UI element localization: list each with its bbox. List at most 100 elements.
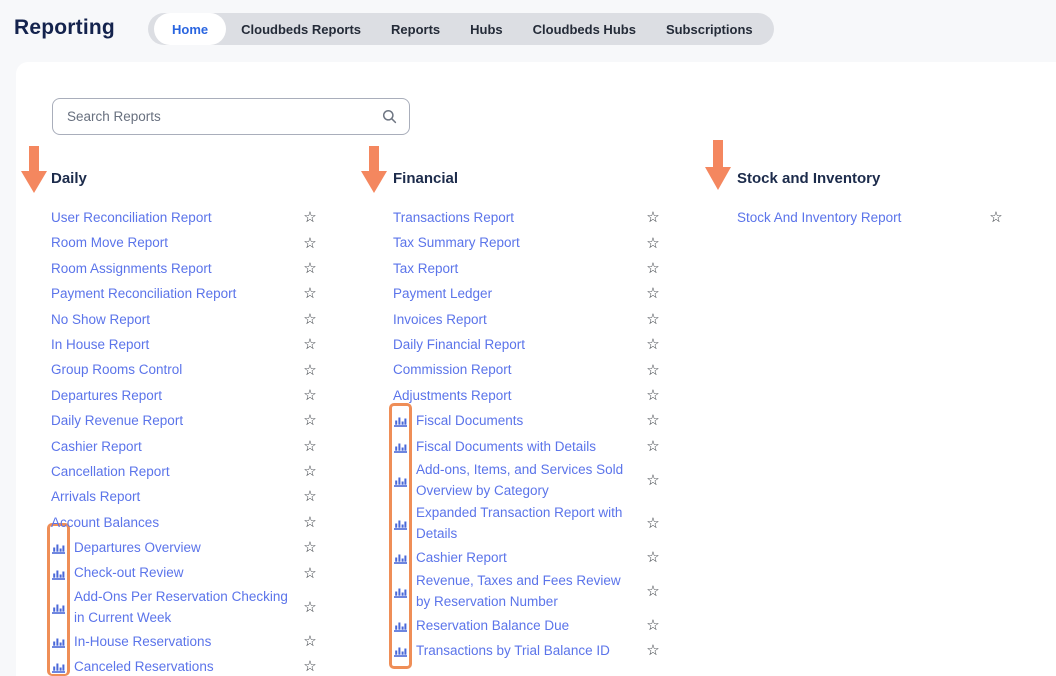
orange-down-arrow-stock [705,140,731,195]
orange-down-arrow-daily [21,146,47,198]
favorite-star-icon[interactable]: ☆ [646,548,660,566]
report-row: Arrivals Report ☆ [51,484,319,509]
report-link[interactable]: Add-Ons Per Reservation Checking in Curr… [74,588,288,626]
report-link[interactable]: User Reconciliation Report [51,209,212,225]
favorite-star-icon[interactable]: ☆ [646,310,660,328]
report-link[interactable]: Invoices Report [393,311,487,327]
favorite-star-icon[interactable]: ☆ [303,259,317,277]
report-link[interactable]: Commission Report [393,362,512,378]
favorite-star-icon[interactable]: ☆ [303,437,317,455]
tab-subscriptions[interactable]: Subscriptions [665,21,753,37]
favorite-star-icon[interactable]: ☆ [989,209,1003,227]
content-card: Daily User [16,62,1056,676]
favorite-star-icon[interactable]: ☆ [646,285,660,303]
report-row: Tax Summary Report ☆ [393,230,662,255]
favorite-star-icon[interactable]: ☆ [303,539,317,557]
tab-cloudbeds-hubs[interactable]: Cloudbeds Hubs [532,21,636,37]
report-link[interactable]: Account Balances [51,514,160,530]
report-link[interactable]: No Show Report [51,311,151,327]
favorite-star-icon[interactable]: ☆ [646,642,660,660]
favorite-star-icon[interactable]: ☆ [646,259,660,277]
search-input[interactable] [53,109,382,124]
report-link[interactable]: Stock And Inventory Report [737,209,902,225]
report-row: Invoices Report ☆ [393,307,662,332]
report-link[interactable]: Departures Overview [74,540,201,556]
report-link[interactable]: In-House Reservations [74,633,212,649]
favorite-star-icon[interactable]: ☆ [303,658,317,676]
bar-chart-icon [51,540,66,555]
report-link[interactable]: Cancellation Report [51,463,170,479]
tab-cloudbeds-reports[interactable]: Cloudbeds Reports [241,21,362,37]
favorite-star-icon[interactable]: ☆ [303,463,317,481]
search-box [52,98,410,135]
report-link[interactable]: Cashier Report [51,438,142,454]
favorite-star-icon[interactable]: ☆ [646,514,660,532]
favorite-star-icon[interactable]: ☆ [646,582,660,600]
report-row: Cashier Report ☆ [393,545,662,570]
report-link[interactable]: Payment Ledger [393,286,493,302]
tab-hubs[interactable]: Hubs [470,21,503,37]
report-row: Adjustments Report ☆ [393,383,662,408]
favorite-star-icon[interactable]: ☆ [303,488,317,506]
favorite-star-icon[interactable]: ☆ [646,616,660,634]
report-row: Add-Ons Per Reservation Checking in Curr… [51,586,319,629]
favorite-star-icon[interactable]: ☆ [303,386,317,404]
report-link[interactable]: Group Rooms Control [51,362,183,378]
report-column-financial: Financial [393,164,662,664]
favorite-star-icon[interactable]: ☆ [646,412,660,430]
report-row: Stock And Inventory Report ☆ [737,205,1005,230]
report-row: Group Rooms Control ☆ [51,357,319,382]
highlight-box-financial-chart-icons [389,403,412,669]
report-link[interactable]: Add-ons, Items, and Services Sold Overvi… [416,461,624,499]
favorite-star-icon[interactable]: ☆ [303,234,317,252]
report-link[interactable]: Cashier Report [416,549,507,565]
column-title: Financial [393,170,459,187]
report-link[interactable]: Daily Financial Report [393,336,526,352]
favorite-star-icon[interactable]: ☆ [303,209,317,227]
report-link[interactable]: Transactions by Trial Balance ID [416,643,610,659]
report-link[interactable]: Tax Summary Report [393,235,520,251]
favorite-star-icon[interactable]: ☆ [303,564,317,582]
report-link[interactable]: Payment Reconciliation Report [51,286,237,302]
favorite-star-icon[interactable]: ☆ [303,285,317,303]
report-link[interactable]: Canceled Reservations [74,659,214,675]
report-link[interactable]: Fiscal Documents with Details [416,438,597,454]
favorite-star-icon[interactable]: ☆ [303,598,317,616]
report-row: Room Assignments Report ☆ [51,256,319,281]
report-link[interactable]: Departures Report [51,387,163,403]
favorite-star-icon[interactable]: ☆ [646,336,660,354]
bar-chart-icon [393,516,408,531]
favorite-star-icon[interactable]: ☆ [646,437,660,455]
favorite-star-icon[interactable]: ☆ [646,386,660,404]
favorite-star-icon[interactable]: ☆ [646,361,660,379]
favorite-star-icon[interactable]: ☆ [303,310,317,328]
favorite-star-icon[interactable]: ☆ [303,513,317,531]
report-link[interactable]: Adjustments Report [393,387,512,403]
favorite-star-icon[interactable]: ☆ [303,361,317,379]
report-link[interactable]: In House Report [51,336,150,352]
favorite-star-icon[interactable]: ☆ [303,336,317,354]
report-link[interactable]: Revenue, Taxes and Fees Review by Reserv… [416,572,621,610]
report-link[interactable]: Transactions Report [393,209,515,225]
report-link[interactable]: Arrivals Report [51,489,141,505]
report-link[interactable]: Room Assignments Report [51,260,212,276]
tab-home[interactable]: Home [154,13,227,45]
favorite-star-icon[interactable]: ☆ [646,471,660,489]
tab-reports[interactable]: Reports [391,21,441,37]
favorite-star-icon[interactable]: ☆ [646,209,660,227]
favorite-star-icon[interactable]: ☆ [646,234,660,252]
favorite-star-icon[interactable]: ☆ [303,412,317,430]
report-link[interactable]: Fiscal Documents [416,413,524,429]
report-link[interactable]: Reservation Balance Due [416,617,570,633]
report-link[interactable]: Expanded Transaction Report with Details [416,504,623,542]
favorite-star-icon[interactable]: ☆ [303,632,317,650]
report-link[interactable]: Room Move Report [51,235,169,251]
report-row: Payment Ledger ☆ [393,281,662,306]
report-row: Transactions by Trial Balance ID ☆ [393,638,662,663]
report-row: Cashier Report ☆ [51,434,319,459]
report-link[interactable]: Daily Revenue Report [51,413,184,429]
report-column-stock-and-inventory: Stock and Inventory [737,164,1005,230]
report-link[interactable]: Check-out Review [74,565,184,581]
highlight-box-daily-chart-icons [47,523,70,676]
report-link[interactable]: Tax Report [393,260,459,276]
